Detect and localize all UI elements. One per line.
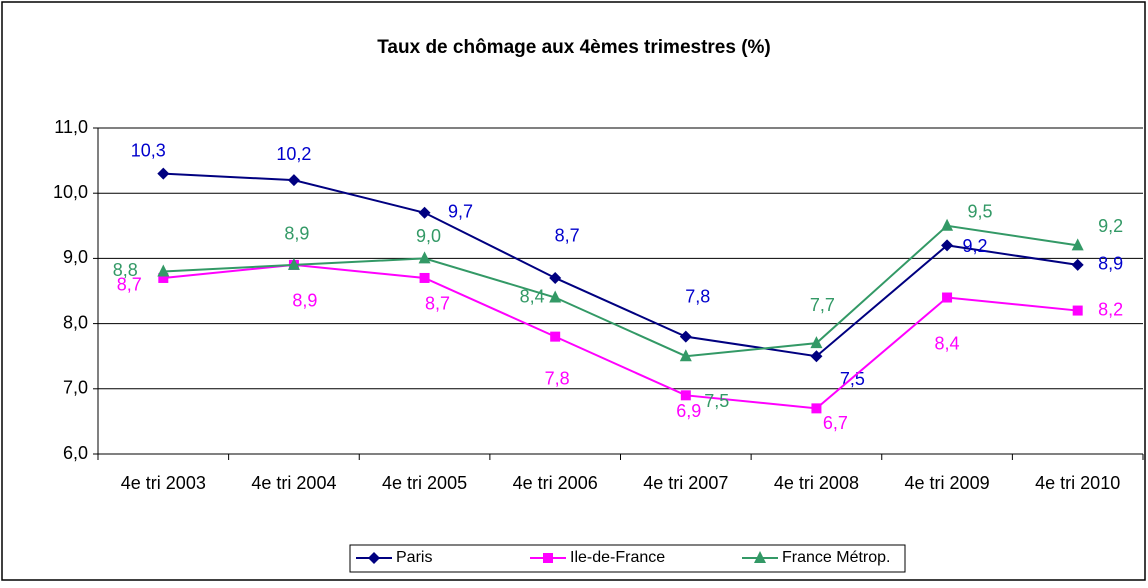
series-line: [163, 224, 1078, 358]
marker: [418, 251, 431, 264]
legend-label: France Métrop.: [782, 549, 890, 566]
data-label: 8,4: [935, 333, 960, 353]
marker: [754, 551, 766, 563]
data-label: 9,5: [968, 202, 993, 222]
marker: [158, 272, 169, 283]
data-label: 10,3: [131, 140, 166, 160]
marker: [680, 390, 691, 401]
x-tick-label: 4e tri 2010: [1035, 473, 1120, 493]
data-label: 9,0: [416, 226, 441, 246]
marker: [941, 239, 954, 252]
series-line: [163, 172, 1078, 358]
data-label: 9,2: [963, 236, 988, 256]
data-label: 7,8: [545, 368, 570, 388]
data-label: 6,7: [823, 413, 848, 433]
x-tick-label: 4e tri 2004: [251, 473, 336, 493]
data-label: 7,7: [810, 295, 835, 315]
x-tick-label: 4e tri 2005: [382, 473, 467, 493]
chart-title: Taux de chômage aux 4èmes trimestres (%): [377, 37, 771, 58]
data-label: 9,7: [448, 202, 473, 222]
marker: [1071, 258, 1084, 271]
data-label: 8,2: [1098, 299, 1123, 319]
marker: [543, 553, 553, 563]
marker: [287, 174, 300, 187]
y-tick-label: 6,0: [63, 443, 88, 463]
y-tick-label: 9,0: [63, 247, 88, 267]
marker: [549, 271, 562, 284]
marker: [157, 167, 170, 180]
legend-label: Paris: [396, 549, 432, 566]
data-label: 6,9: [676, 401, 701, 421]
marker: [679, 349, 692, 362]
legend-box: [349, 544, 906, 573]
marker: [1072, 305, 1083, 316]
data-label: 9,2: [1098, 216, 1123, 236]
data-label: 7,8: [685, 286, 710, 306]
marker: [1071, 238, 1084, 251]
x-tick-label: 4e tri 2009: [905, 473, 990, 493]
marker: [810, 350, 823, 363]
data-label: 8,9: [292, 291, 317, 311]
marker: [679, 330, 692, 343]
x-tick-label: 4e tri 2006: [513, 473, 598, 493]
data-label: 8,7: [117, 275, 142, 295]
x-tick-label: 4e tri 2003: [121, 473, 206, 493]
marker: [549, 290, 562, 303]
legend-label: Ile-de-France: [570, 549, 665, 566]
data-label: 8,4: [520, 286, 545, 306]
data-label: 8,7: [555, 226, 580, 246]
marker: [810, 336, 823, 349]
marker: [419, 272, 430, 283]
marker: [287, 257, 300, 270]
marker: [550, 331, 561, 342]
y-tick-label: 7,0: [63, 378, 88, 398]
marker: [941, 218, 954, 231]
marker: [157, 264, 170, 277]
data-label: 8,9: [1098, 254, 1123, 274]
data-label: 10,2: [276, 144, 311, 164]
x-tick-label: 4e tri 2008: [774, 473, 859, 493]
marker: [942, 292, 953, 303]
marker: [368, 552, 380, 564]
data-label: 8,7: [425, 294, 450, 314]
y-tick-label: 11,0: [54, 117, 88, 137]
data-label: 8,8: [113, 260, 138, 280]
marker: [418, 206, 431, 219]
series-line: [163, 263, 1078, 410]
data-label: 8,9: [284, 224, 309, 244]
marker: [811, 403, 822, 414]
x-tick-label: 4e tri 2007: [643, 473, 728, 493]
data-label: 7,5: [704, 391, 729, 411]
y-tick-label: 8,0: [63, 312, 88, 332]
y-tick-label: 10,0: [53, 182, 88, 202]
